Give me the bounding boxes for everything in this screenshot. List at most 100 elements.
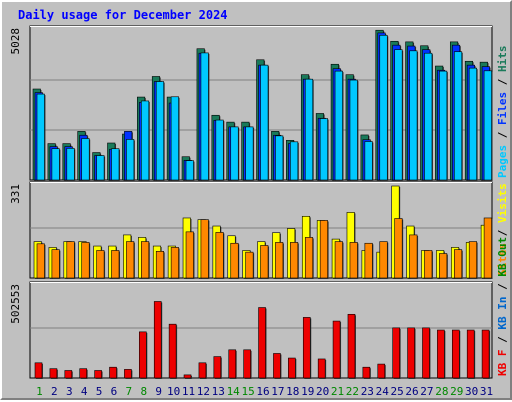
x-tick-label: 22	[346, 385, 359, 398]
x-tick-label: 4	[81, 385, 88, 398]
sites-bar	[290, 242, 299, 279]
x-tick-label: 16	[256, 385, 269, 398]
sites-bar	[275, 242, 284, 279]
sites-bar	[215, 232, 224, 279]
sites-bar	[66, 241, 75, 279]
kbf-bar	[481, 329, 490, 379]
x-tick-label: 10	[167, 385, 180, 398]
x-tick-label: 14	[227, 385, 241, 398]
x-tick-label: 28	[435, 385, 448, 398]
kbf-bar	[64, 370, 73, 379]
sites-bar	[468, 241, 477, 279]
pages-bar	[424, 52, 433, 181]
kbf-bar	[273, 353, 281, 379]
x-tick-label: 18	[286, 385, 299, 398]
x-tick-label: 3	[66, 385, 73, 398]
pages-bar	[111, 148, 120, 181]
sites-bar	[185, 231, 194, 279]
pages-bar	[155, 81, 165, 181]
sites-bar	[349, 242, 358, 279]
sites-bar	[245, 251, 254, 279]
x-tick-label: 21	[331, 385, 344, 398]
pages-bar	[379, 35, 388, 181]
sites-bar	[155, 251, 165, 279]
kbf-bar	[243, 349, 251, 379]
sites-bar	[483, 217, 492, 279]
kbf-bar	[198, 362, 207, 379]
sites-bar	[96, 250, 105, 279]
legend-sites: Sites	[496, 243, 509, 276]
x-tick-label: 6	[111, 385, 118, 398]
kbf-bar	[124, 369, 132, 379]
x-tick-label: 12	[197, 385, 210, 398]
sites-bar	[394, 218, 403, 279]
pages-bar	[468, 67, 477, 181]
x-tick-label: 25	[391, 385, 404, 398]
kbf-bar	[183, 374, 192, 379]
legend-hits-files-pages-separator: /	[496, 72, 509, 92]
sites-bar	[379, 241, 388, 279]
sites-bar	[230, 242, 239, 279]
x-tick-label: 23	[361, 385, 374, 398]
kbf-bar	[288, 357, 296, 379]
kbf-bar	[228, 349, 237, 379]
kbf-bar	[302, 317, 311, 379]
legend-hits: Hits	[496, 46, 509, 73]
pages-bar	[170, 96, 179, 181]
pages-bar	[394, 49, 403, 181]
kbf-bar	[49, 368, 58, 379]
pages-bar	[483, 70, 492, 181]
x-tick-label: 24	[376, 385, 390, 398]
pages-bar	[141, 100, 150, 181]
kbf-bar	[317, 358, 326, 379]
pages-bar	[364, 141, 373, 181]
sites-bar	[141, 241, 150, 279]
sites-bar	[51, 249, 60, 279]
chart-title: Daily usage for December 2024	[18, 8, 228, 22]
x-tick-label: 2	[51, 385, 58, 398]
x-tick-label: 9	[155, 385, 162, 398]
pages-bar	[334, 70, 343, 181]
x-tick-label: 11	[182, 385, 195, 398]
kbf-bar	[79, 368, 88, 379]
kbf-bar	[153, 301, 162, 379]
kbf-bar	[377, 363, 386, 379]
legend-visits-sites-separator: /	[496, 223, 509, 243]
pages-bar	[230, 126, 239, 181]
legend-kbf-kbin-kbout-separator: /	[496, 277, 509, 297]
x-tick-label: 29	[450, 385, 463, 398]
pages-bar	[290, 141, 299, 181]
legend-visits: Visits	[496, 183, 509, 223]
pages-bar	[409, 50, 418, 181]
axis-max-label: 5028	[9, 28, 22, 55]
pages-bar	[275, 135, 284, 181]
sites-bar	[453, 249, 463, 279]
x-tick-label: 7	[126, 385, 133, 398]
pages-bar	[245, 126, 254, 181]
sites-bar	[364, 242, 373, 279]
axis-max-label: 331	[9, 184, 22, 204]
pages-bar	[200, 52, 209, 181]
legend-hits-files-pages: Pages / Files / Hits	[496, 46, 509, 179]
kbf-bar	[466, 329, 475, 379]
x-tick-label: 15	[241, 385, 254, 398]
pages-bar	[81, 138, 90, 181]
sites-bar	[111, 250, 120, 279]
kbf-bar	[213, 356, 222, 379]
x-tick-label: 30	[465, 385, 478, 398]
legend-kb-out: KB Out	[496, 237, 509, 277]
x-tick-label: 8	[140, 385, 147, 398]
legend-pages: Pages	[496, 145, 509, 178]
pages-bar	[349, 79, 358, 181]
sites-bar	[334, 241, 343, 279]
pages-bar	[215, 119, 224, 181]
x-tick-label: 1	[36, 385, 43, 398]
axis-max-label: 502553	[9, 284, 22, 324]
kbf-bar	[422, 327, 430, 379]
x-tick-label: 19	[301, 385, 314, 398]
legend-visits-sites: Sites / Visits	[496, 183, 509, 276]
x-tick-label: 17	[271, 385, 284, 398]
sites-bar	[409, 234, 418, 279]
